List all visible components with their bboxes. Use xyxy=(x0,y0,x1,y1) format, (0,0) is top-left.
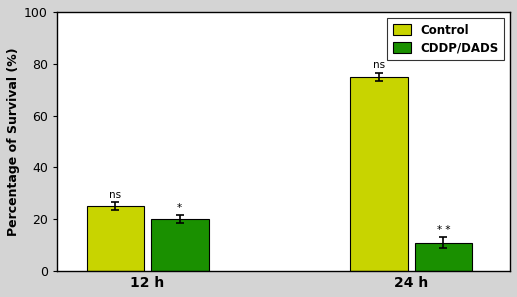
Text: *: * xyxy=(177,203,183,213)
Bar xyxy=(350,77,408,271)
Text: * *: * * xyxy=(436,225,450,235)
Text: ns: ns xyxy=(373,60,385,70)
Bar xyxy=(87,206,144,271)
Bar xyxy=(151,219,208,271)
Y-axis label: Percentage of Survival (%): Percentage of Survival (%) xyxy=(7,47,20,236)
Legend: Control, CDDP/DADS: Control, CDDP/DADS xyxy=(387,18,504,60)
Bar xyxy=(415,243,472,271)
Text: ns: ns xyxy=(110,190,121,200)
